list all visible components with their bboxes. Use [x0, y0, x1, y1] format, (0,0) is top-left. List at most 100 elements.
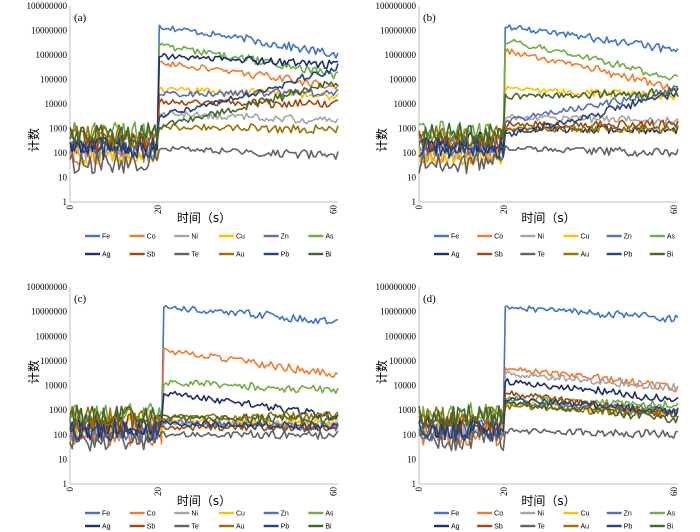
x-tick-label: 0	[414, 487, 424, 492]
x-tick-label: 20	[499, 487, 509, 497]
series-line-fe	[418, 24, 679, 160]
legend-label: Cu	[581, 234, 590, 241]
series-line-bi	[69, 80, 339, 146]
x-tick-label: 20	[499, 205, 509, 215]
series-line-ni	[418, 113, 679, 163]
series-line-au	[69, 123, 339, 148]
series-line-sb	[418, 390, 679, 434]
legend-label: Cu	[236, 511, 245, 518]
legend-label: Ni	[537, 234, 544, 241]
legend-label: Ag	[102, 524, 111, 531]
y-tick-label: 10000000	[380, 307, 417, 317]
y-tick-label: 1000000	[36, 50, 68, 60]
series-line-bi	[418, 401, 679, 428]
y-tick-label: 10000	[394, 99, 417, 109]
y-tick-label: 1000000	[385, 331, 417, 341]
series-line-sb	[69, 98, 338, 154]
panel-label: (c)	[74, 293, 87, 305]
y-tick-label: 100000	[40, 75, 68, 85]
legend-label: Zn	[624, 234, 632, 241]
legend-label: Cu	[236, 234, 245, 241]
legend-label: As	[325, 234, 334, 241]
y-tick-label: 10	[58, 454, 68, 464]
y-tick-label: 1000	[49, 405, 68, 415]
y-axis-label: 计数	[374, 128, 389, 152]
y-tick-label: 1	[412, 479, 417, 489]
chart-panel: 1 10 100 1000 10000 100000 1000000 10000000 1000…	[26, 1, 339, 259]
legend-label: Sb	[147, 252, 156, 259]
series-line-te	[69, 145, 339, 175]
panel-label: (d)	[423, 293, 436, 305]
series-line-au	[418, 403, 679, 429]
series-line-ni	[69, 110, 339, 162]
y-tick-label: 100	[403, 148, 417, 158]
legend-label: Ni	[537, 511, 544, 518]
legend-label: Zn	[281, 511, 289, 518]
legend-label: Ag	[451, 524, 460, 531]
legend-label: Fe	[451, 511, 459, 518]
y-tick-label: 10	[58, 173, 68, 183]
legend-label: Pb	[281, 252, 290, 259]
legend-label: Pb	[281, 524, 290, 531]
y-tick-label: 100000000	[376, 1, 417, 11]
legend-label: Te	[537, 252, 545, 259]
x-axis-label: 时间（s）	[177, 494, 231, 508]
legend-label: Te	[537, 524, 545, 531]
x-tick-label: 20	[153, 487, 163, 497]
y-tick-label: 10	[407, 454, 417, 464]
legend-label: Fe	[451, 234, 459, 241]
x-tick-label: 60	[329, 487, 339, 497]
x-axis-label: 时间（s）	[177, 211, 231, 225]
series-line-au	[418, 124, 679, 147]
legend-label: Au	[236, 524, 245, 531]
y-tick-label: 100000	[389, 356, 417, 366]
series-line-pb	[69, 418, 339, 442]
chart-panel: 1 10 100 1000 10000 100000 1000000 10000000 1000…	[374, 1, 679, 259]
y-tick-label: 1000	[398, 405, 417, 415]
legend-label: As	[667, 234, 676, 241]
y-tick-label: 100	[54, 430, 68, 440]
legend-label: Bi	[325, 524, 332, 531]
x-tick-label: 0	[65, 487, 75, 492]
series-line-bi	[418, 87, 679, 146]
y-tick-label: 1000	[49, 124, 68, 134]
y-tick-label: 1000	[398, 124, 417, 134]
legend-label: Bi	[667, 252, 674, 259]
y-tick-label: 10000	[394, 381, 417, 391]
legend-label: Au	[236, 252, 245, 259]
legend-label: Ni	[191, 234, 198, 241]
y-axis-label: 计数	[374, 360, 389, 384]
legend-label: Pb	[624, 524, 633, 531]
series-line-au	[69, 405, 339, 430]
legend-label: Bi	[667, 524, 674, 531]
legend-label: Ni	[191, 511, 198, 518]
chart-panel: 1 10 100 1000 10000 100000 1000000 10000000 1000…	[26, 282, 339, 531]
series-line-co	[69, 347, 339, 447]
x-tick-label: 0	[414, 205, 424, 210]
y-tick-label: 10000	[45, 99, 68, 109]
chart-panel: 1 10 100 1000 10000 100000 1000000 10000000 1000…	[374, 282, 679, 531]
y-tick-label: 1	[63, 479, 68, 489]
x-tick-label: 60	[329, 205, 339, 215]
series-line-te	[418, 144, 679, 175]
legend-label: Au	[581, 252, 590, 259]
y-tick-label: 1	[63, 197, 68, 207]
legend-label: Sb	[494, 524, 503, 531]
legend-label: Co	[147, 234, 156, 241]
legend-label: As	[325, 511, 334, 518]
x-axis-label: 时间（s）	[521, 211, 575, 225]
series-line-cu	[418, 85, 679, 167]
x-axis-label: 时间（s）	[521, 494, 575, 508]
panel-label: (b)	[423, 12, 436, 24]
legend-label: Ag	[451, 252, 460, 259]
x-tick-label: 0	[65, 205, 75, 210]
y-tick-label: 100000000	[27, 1, 68, 11]
legend-label: Sb	[494, 252, 503, 259]
legend-label: Sb	[147, 524, 156, 531]
legend-label: Fe	[102, 511, 110, 518]
x-tick-label: 60	[669, 205, 679, 215]
legend-label: Cu	[581, 511, 590, 518]
y-tick-label: 10000000	[380, 26, 417, 36]
legend-label: Pb	[624, 252, 633, 259]
